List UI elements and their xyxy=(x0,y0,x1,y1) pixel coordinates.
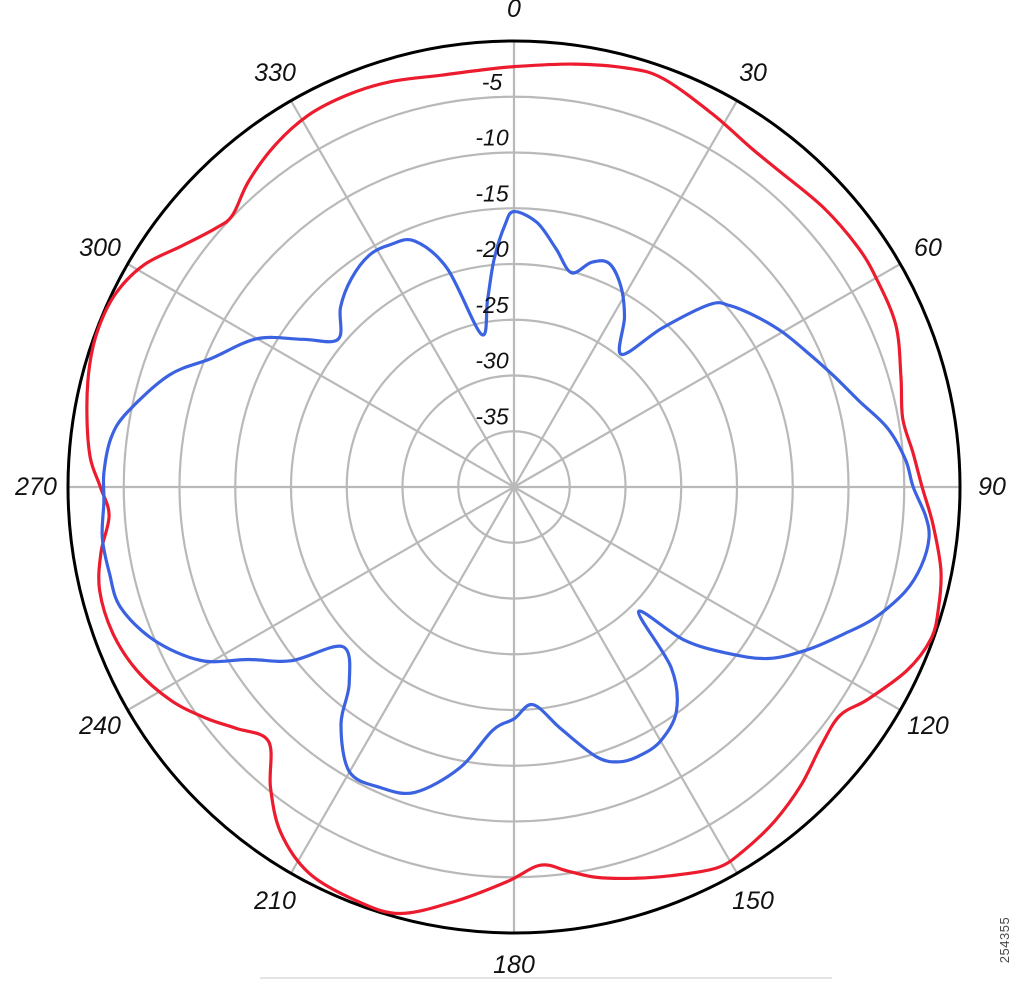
ring-label--5: -5 xyxy=(482,69,503,95)
grid-spoke-240 xyxy=(127,486,515,711)
grid-spoke-330 xyxy=(290,100,515,488)
blue-trace xyxy=(100,210,931,796)
grid-spoke-30 xyxy=(513,100,738,488)
ring-label--20: -20 xyxy=(475,236,508,262)
angle-label-30: 30 xyxy=(739,59,767,87)
angle-label-300: 300 xyxy=(79,234,121,262)
angle-label-150: 150 xyxy=(732,887,774,915)
grid-spoke-120 xyxy=(513,486,901,711)
red-trace xyxy=(85,62,943,916)
angle-label-240: 240 xyxy=(78,712,121,740)
grid-spoke-60 xyxy=(513,263,901,488)
angle-label-120: 120 xyxy=(907,712,949,740)
figure-number: 254355 xyxy=(997,917,1012,963)
angle-label-90: 90 xyxy=(978,473,1006,501)
ring-label--30: -30 xyxy=(475,348,508,374)
grid-spoke-210 xyxy=(290,486,515,874)
angle-label-60: 60 xyxy=(914,234,942,262)
ring-label--35: -35 xyxy=(475,403,508,429)
grid-spoke-300 xyxy=(127,263,515,488)
angle-label-210: 210 xyxy=(253,887,296,915)
ring-label--25: -25 xyxy=(475,292,508,318)
angle-label-180: 180 xyxy=(493,951,535,979)
outer-circle-0db xyxy=(66,39,962,935)
grid-spoke-150 xyxy=(513,486,738,874)
angle-label-330: 330 xyxy=(254,59,296,87)
angle-label-270: 270 xyxy=(14,473,57,501)
ring-label--10: -10 xyxy=(475,125,508,151)
ring-label--15: -15 xyxy=(475,180,508,206)
angle-label-0: 0 xyxy=(507,0,521,23)
